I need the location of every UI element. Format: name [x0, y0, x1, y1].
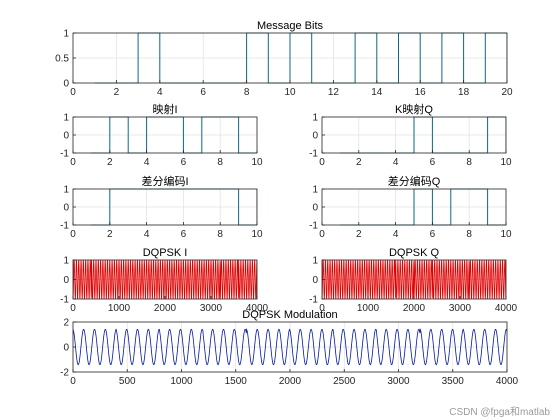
x-tick-label: 0: [70, 157, 76, 168]
y-tick-label: -1: [60, 149, 69, 160]
x-tick-label: 4: [157, 87, 163, 98]
axes-title: Message Bits: [257, 20, 324, 32]
x-tick-label: 4: [393, 229, 399, 240]
axes-title: DQPSK Q: [389, 247, 440, 259]
x-tick-label: 8: [244, 87, 250, 98]
y-tick-label: 1: [63, 256, 69, 267]
x-tick-label: 8: [217, 229, 223, 240]
y-tick-label: 1: [63, 113, 69, 124]
y-tick-label: -1: [60, 221, 69, 232]
y-tick-label: -1: [309, 221, 318, 232]
series-line: [73, 327, 507, 366]
x-tick-label: 4: [144, 229, 150, 240]
y-tick-label: 0: [63, 343, 69, 354]
x-tick-label: 3000: [449, 303, 472, 314]
x-tick-label: 0: [70, 87, 76, 98]
x-tick-label: 4: [393, 157, 399, 168]
x-tick-label: 6: [181, 229, 187, 240]
y-tick-label: 1: [63, 185, 69, 196]
x-tick-label: 2: [356, 229, 362, 240]
x-tick-label: 0: [319, 157, 325, 168]
x-tick-label: 0: [319, 229, 325, 240]
axes-title: 差分编码Q: [388, 174, 441, 188]
x-tick-label: 8: [217, 157, 223, 168]
x-tick-label: 12: [328, 87, 340, 98]
x-tick-label: 18: [458, 87, 470, 98]
x-tick-label: 10: [284, 87, 296, 98]
y-tick-label: -2: [60, 368, 69, 379]
y-tick-label: -1: [309, 295, 318, 306]
x-tick-label: 10: [500, 229, 512, 240]
x-tick-label: 6: [430, 157, 436, 168]
y-tick-label: 0: [63, 275, 69, 286]
x-tick-label: 3000: [387, 376, 410, 387]
y-tick-label: 1: [312, 113, 318, 124]
x-tick-label: 2000: [403, 303, 426, 314]
y-tick-label: 2: [63, 318, 69, 329]
x-tick-label: 10: [251, 229, 263, 240]
x-tick-label: 500: [119, 376, 136, 387]
y-tick-label: 1: [63, 29, 69, 40]
y-tick-label: 0: [63, 79, 69, 90]
axes-title: 差分编码I: [141, 174, 188, 188]
x-tick-label: 2: [356, 157, 362, 168]
x-tick-label: 14: [371, 87, 383, 98]
x-tick-label: 1000: [357, 303, 380, 314]
x-tick-label: 3500: [442, 376, 465, 387]
x-tick-label: 1000: [108, 303, 131, 314]
axes-title: K映射Q: [395, 102, 433, 116]
y-tick-label: 1: [312, 185, 318, 196]
x-tick-label: 4000: [496, 376, 519, 387]
x-tick-label: 10: [251, 157, 263, 168]
x-tick-label: 6: [430, 229, 436, 240]
x-tick-label: 2: [114, 87, 120, 98]
x-tick-label: 8: [466, 229, 472, 240]
axes-title: DQPSK Modulation: [242, 309, 337, 321]
x-tick-label: 4000: [495, 303, 518, 314]
x-tick-label: 2500: [333, 376, 356, 387]
y-tick-label: -1: [309, 149, 318, 160]
axes-title: 映射I: [152, 102, 177, 116]
x-tick-label: 0: [70, 376, 76, 387]
y-tick-label: 0: [312, 275, 318, 286]
y-tick-label: -1: [60, 295, 69, 306]
x-tick-label: 6: [200, 87, 206, 98]
x-tick-label: 6: [181, 157, 187, 168]
y-tick-label: 0: [312, 131, 318, 142]
y-tick-label: 0: [63, 203, 69, 214]
x-tick-label: 1500: [225, 376, 248, 387]
y-tick-label: 1: [312, 256, 318, 267]
x-tick-label: 0: [70, 229, 76, 240]
y-tick-label: 0: [63, 131, 69, 142]
x-tick-label: 4000: [246, 303, 269, 314]
x-tick-label: 2000: [279, 376, 302, 387]
x-tick-label: 2: [107, 157, 113, 168]
x-tick-label: 8: [466, 157, 472, 168]
x-tick-label: 0: [70, 303, 76, 314]
x-tick-label: 0: [319, 303, 325, 314]
x-tick-label: 10: [500, 157, 512, 168]
x-tick-label: 2000: [154, 303, 177, 314]
watermark-text: CSDN @fpga和matlab: [449, 407, 550, 418]
x-tick-label: 2: [107, 229, 113, 240]
axes-dqpsk-modulation: 0 500 1000 1500 2000 2500 3000 3500 4000-202DQPS…: [60, 309, 518, 387]
x-tick-label: 1000: [170, 376, 193, 387]
x-tick-label: 4: [144, 157, 150, 168]
axes-message-bits: 0 2 4 6 8 10 12 14 16 18 20 0 0.5 1 Message Bits: [55, 20, 513, 98]
x-tick-label: 3000: [200, 303, 223, 314]
x-tick-label: 20: [501, 87, 513, 98]
x-tick-label: 16: [415, 87, 427, 98]
axes-title: DQPSK I: [143, 247, 188, 259]
y-tick-label: 0: [312, 203, 318, 214]
y-tick-label: 0.5: [55, 54, 69, 65]
